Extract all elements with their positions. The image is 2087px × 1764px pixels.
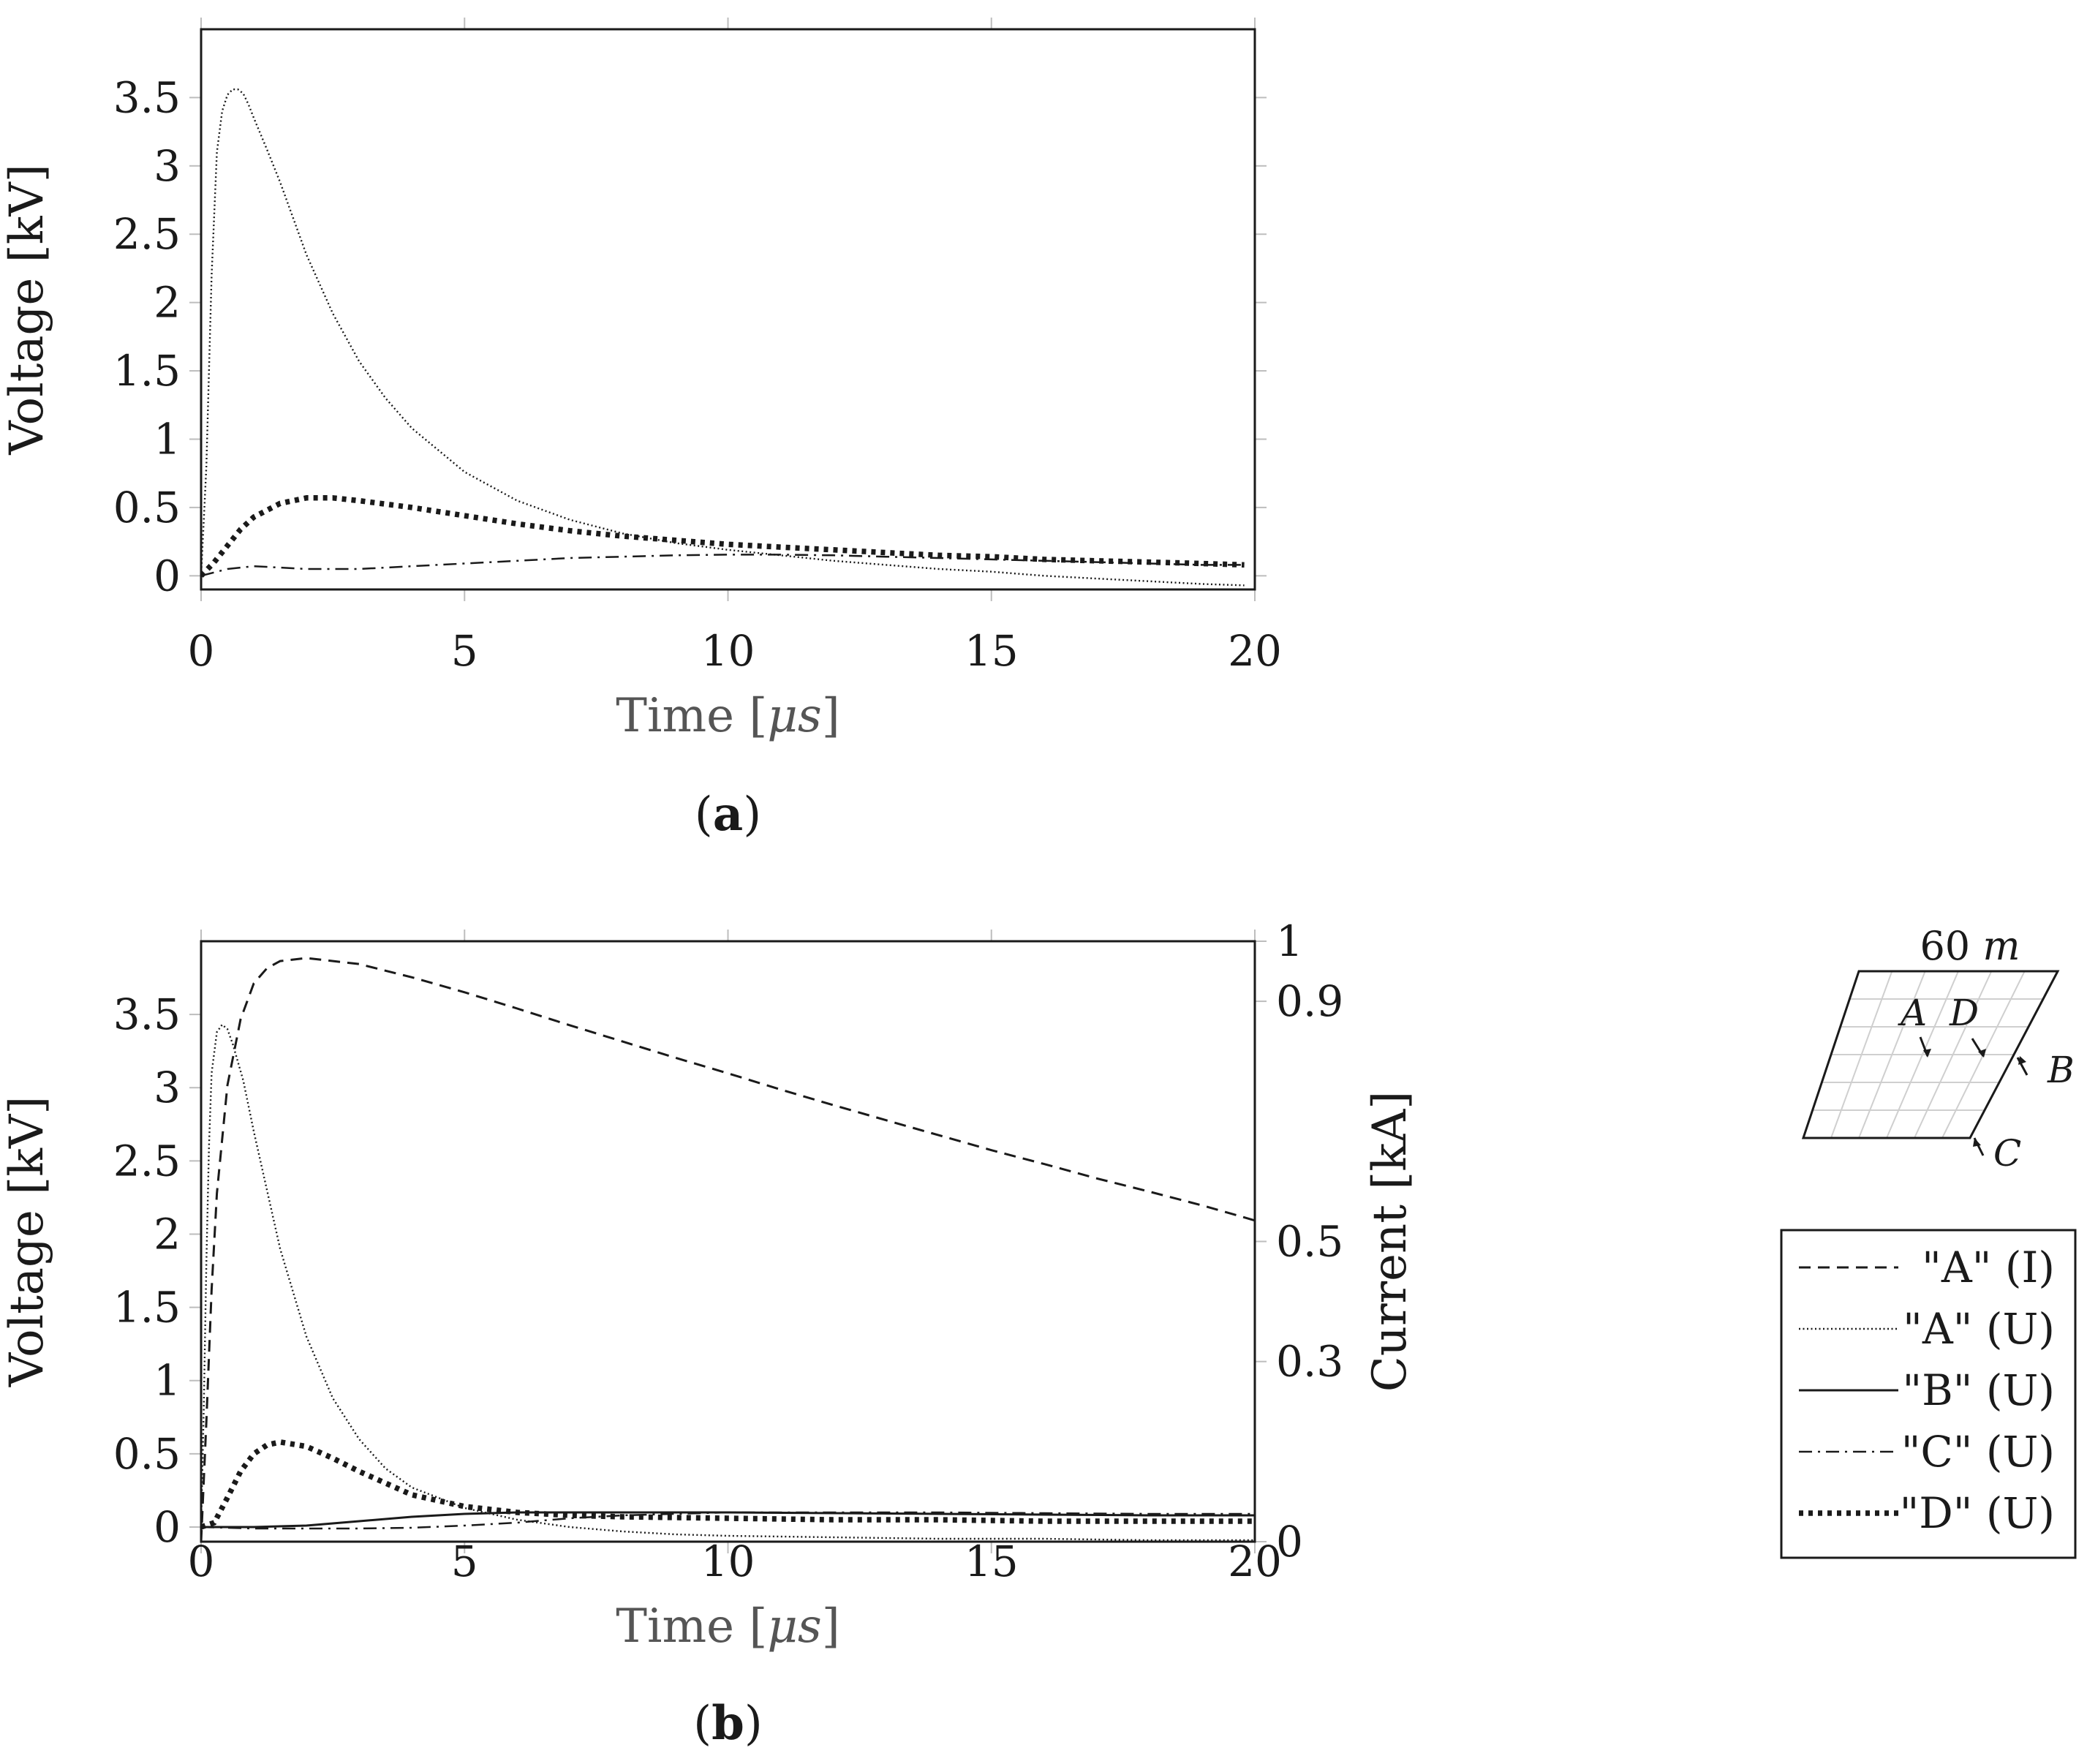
chart-b-y2tick-label: 0 <box>1276 1517 1303 1567</box>
chart-b-y2tick-label: 0.9 <box>1276 976 1343 1026</box>
chart-b-series-a-i-dashed <box>201 957 1255 1542</box>
chart-a-frame <box>200 28 1256 591</box>
chart-b-y2tick-label: 1 <box>1276 916 1303 966</box>
chart-a-series-c-u-dashdot <box>201 554 1245 577</box>
chart-b-y2tick-label: 0.3 <box>1276 1337 1343 1387</box>
chart-b-xtick-label: 0 <box>188 1537 215 1586</box>
chart-a-ytick-label: 1.5 <box>113 346 181 396</box>
chart-b-series-a-u-dotted <box>201 1023 1255 1542</box>
chart-b-y2-label: Current [kA] <box>1363 1091 1417 1392</box>
chart-b-ytick-label: 1 <box>154 1356 181 1406</box>
chart-b-y-label: Voltage [kV] <box>0 1096 54 1387</box>
inset-plate <box>1801 970 2060 1139</box>
chart-b: 0 5 10 15 2000.511.522.533.500.30.50.91Curre… <box>0 916 1417 1751</box>
chart-b-xtick-label: 15 <box>965 1537 1019 1586</box>
chart-a-xtick-label: 10 <box>701 626 755 676</box>
chart-b-ytick-label: 3.5 <box>113 990 181 1039</box>
inset-arrowhead-c <box>1973 1138 1981 1147</box>
chart-a-ytick-label: 0 <box>154 551 181 600</box>
inset-point-b: B <box>2047 1049 2075 1091</box>
chart-a-panel-label: (a) <box>695 787 761 842</box>
inset-arrowhead-b <box>2018 1056 2026 1065</box>
chart-b-y2tick-label: 0.5 <box>1276 1217 1343 1267</box>
inset-point-c: C <box>1993 1132 2021 1175</box>
inset-point-d: D <box>1949 992 1979 1034</box>
legend-label: "C" (U) <box>1901 1427 2055 1477</box>
chart-b-series-d-u-thick-dotted <box>201 1439 1255 1530</box>
legend-label: "A" (I) <box>1922 1243 2055 1292</box>
chart-b-series-group <box>201 957 1255 1542</box>
legend-label: "D" (U) <box>1900 1488 2055 1538</box>
chart-a-series-group <box>201 88 1245 587</box>
chart-a-ytick-label: 1 <box>154 414 181 464</box>
chart-b-xtick-label: 20 <box>1228 1537 1282 1586</box>
chart-b-ytick-label: 1.5 <box>113 1283 181 1333</box>
inset-arrowhead-d <box>1978 1049 1986 1058</box>
chart-a-y-label: Voltage [kV] <box>0 164 54 455</box>
legend-label: "A" (U) <box>1903 1304 2055 1354</box>
inset-point-a: A <box>1898 992 1927 1034</box>
chart-a-ytick-label: 3 <box>154 141 181 191</box>
legend-box <box>1780 1229 2077 1559</box>
chart-b-xtick-label: 5 <box>451 1537 478 1586</box>
chart-a-x-label: Time [μs] <box>616 689 839 743</box>
chart-a-ytick-label: 0.5 <box>113 483 181 532</box>
chart-b-ytick-label: 0.5 <box>113 1429 181 1479</box>
chart-b-frame <box>200 940 1256 1543</box>
chart-b-ytick-label: 0 <box>154 1502 181 1552</box>
chart-b-panel-label: (b) <box>693 1696 763 1751</box>
chart-a-series-d-u-thick-dotted <box>201 495 1245 578</box>
chart-a: 0 5 10 15 20 0 0.5 1 1.5 2 2.5 3 3.5 Time [μs] Voltage… <box>0 18 1282 842</box>
chart-a-ytick-label: 3.5 <box>113 72 181 122</box>
legend: "A" (I) "A" (U) "B" (U) "C" (U) "D" (U) <box>1780 1229 2077 1559</box>
inset-arrowhead-a <box>1923 1049 1931 1058</box>
chart-a-xtick-label: 0 <box>188 626 215 676</box>
chart-a-series-a-u-dotted <box>201 88 1245 587</box>
chart-b-ytick-label: 3 <box>154 1063 181 1112</box>
chart-a-xtick-label: 20 <box>1228 626 1282 676</box>
legend-label: "B" (U) <box>1902 1365 2055 1415</box>
chart-b-series-b-u-solid <box>201 1511 1255 1529</box>
chart-b-ytick-label: 2 <box>154 1209 181 1259</box>
chart-a-ytick-label: 2 <box>154 278 181 328</box>
chart-a-ytick-label: 2.5 <box>113 209 181 259</box>
chart-a-xtick-label: 5 <box>451 626 478 676</box>
inset-dimension: 60 m <box>1920 923 2020 969</box>
chart-b-xtick-label: 10 <box>701 1537 755 1586</box>
chart-a-xtick-label: 15 <box>965 626 1019 676</box>
chart-b-ytick-label: 2.5 <box>113 1136 181 1186</box>
grid-inset: 60 m A D B C <box>1801 923 2075 1175</box>
chart-b-x-label: Time [μs] <box>616 1599 839 1654</box>
